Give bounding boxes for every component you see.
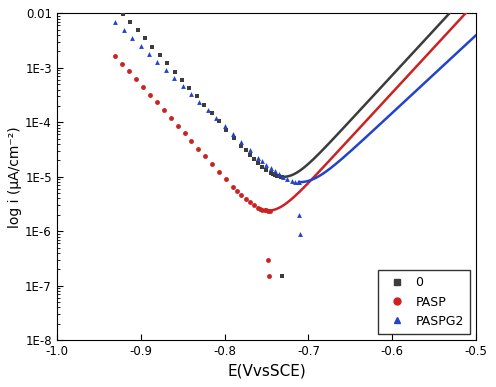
Y-axis label: log i (μA/cm⁻²): log i (μA/cm⁻²) [8, 126, 22, 228]
X-axis label: E(VvsSCE): E(VvsSCE) [227, 364, 306, 378]
Legend: 0, PASP, PASPG2: 0, PASP, PASPG2 [378, 270, 470, 334]
